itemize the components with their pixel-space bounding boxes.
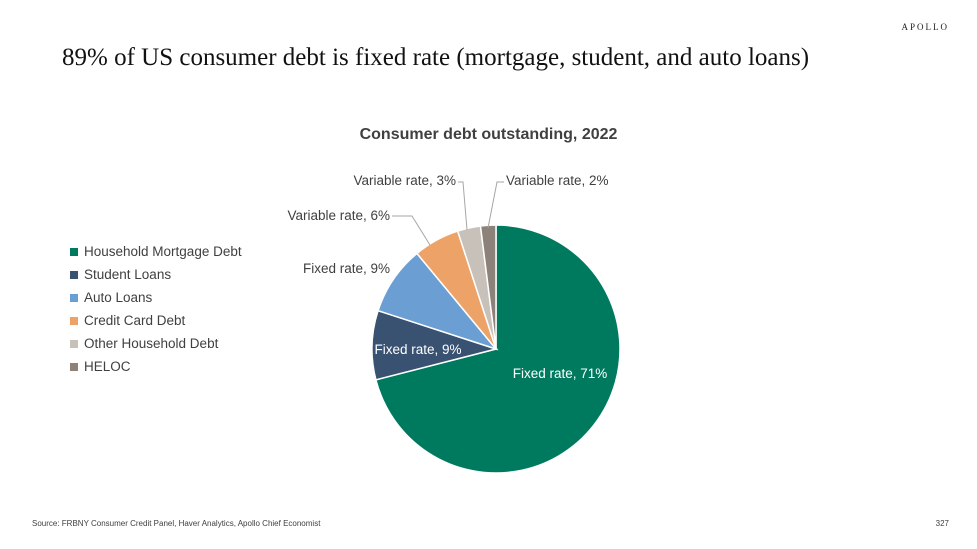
legend-swatch bbox=[70, 362, 78, 371]
legend-item-student-loans: Student Loans bbox=[70, 263, 242, 286]
legend-label: Auto Loans bbox=[84, 290, 153, 305]
legend-swatch bbox=[70, 316, 78, 325]
leader-line bbox=[392, 215, 431, 246]
chart-title: Consumer debt outstanding, 2022 bbox=[0, 126, 977, 144]
legend-item-other-household: Other Household Debt bbox=[70, 332, 242, 355]
legend-label: Student Loans bbox=[84, 267, 172, 282]
data-label-household-mortgage-debt: Fixed rate, 71% bbox=[513, 366, 608, 381]
data-label-heloc: Variable rate, 2% bbox=[506, 173, 609, 188]
data-label-student-loans: Fixed rate, 9% bbox=[374, 342, 461, 357]
legend-label: Credit Card Debt bbox=[84, 313, 186, 328]
legend-swatch bbox=[70, 270, 78, 279]
page-number: 327 bbox=[935, 519, 949, 528]
legend-swatch bbox=[70, 247, 78, 256]
source-note: Source: FRBNY Consumer Credit Panel, Hav… bbox=[32, 519, 321, 528]
legend-item-auto-loans: Auto Loans bbox=[70, 286, 242, 309]
data-label-other-household-debt: Variable rate, 3% bbox=[353, 173, 456, 188]
legend-label: Other Household Debt bbox=[84, 336, 219, 351]
legend-swatch bbox=[70, 339, 78, 348]
legend-item-heloc: HELOC bbox=[70, 355, 242, 378]
chart-title-text: Consumer debt outstanding, 2022 bbox=[359, 126, 618, 143]
brand-logo: APOLLO bbox=[901, 22, 949, 32]
legend-label: HELOC bbox=[84, 359, 131, 374]
leader-line bbox=[487, 181, 504, 229]
legend-item-mortgage: Household Mortgage Debt bbox=[70, 240, 242, 263]
legend-label: Household Mortgage Debt bbox=[84, 244, 242, 259]
legend-item-credit-card: Credit Card Debt bbox=[70, 309, 242, 332]
chart-legend: Household Mortgage Debt Student Loans Au… bbox=[70, 240, 242, 378]
legend-swatch bbox=[70, 293, 78, 302]
leader-line bbox=[458, 181, 468, 231]
data-label-credit-card-debt: Variable rate, 6% bbox=[287, 208, 390, 223]
data-label-auto-loans: Fixed rate, 9% bbox=[303, 261, 390, 276]
page-headline: 89% of US consumer debt is fixed rate (m… bbox=[62, 44, 810, 71]
